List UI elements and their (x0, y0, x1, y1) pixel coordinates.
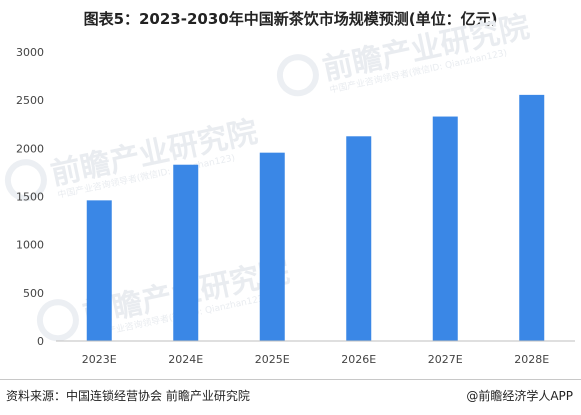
y-tick-label: 2000 (16, 142, 44, 155)
bar-2025E (259, 152, 285, 341)
x-tick-label: 2025E (255, 353, 290, 366)
y-tick-label: 1000 (16, 239, 44, 252)
bars-layer (86, 94, 545, 341)
x-tick-label: 2026E (341, 353, 376, 366)
y-tick-label: 2500 (16, 94, 44, 107)
x-tick-label: 2023E (82, 353, 117, 366)
x-tick-label: 2024E (168, 353, 203, 366)
credit-note: @前瞻经济学人APP (466, 389, 573, 403)
bar-2028E (519, 94, 545, 341)
x-tick-label: 2027E (428, 353, 463, 366)
y-axis-ticks: 0 500 1000 1500 2000 2500 3000 (16, 46, 44, 348)
y-tick-label: 1500 (16, 191, 44, 204)
x-tick-label: 2028E (514, 353, 549, 366)
bar-2023E (86, 200, 112, 341)
bar-2027E (432, 116, 458, 341)
watermark-logo-icon (36, 299, 79, 342)
watermark-text: 前瞻产业研究院 (320, 10, 533, 88)
watermark-logo-icon (276, 54, 319, 97)
chart-title: 图表5：2023-2030年中国新茶饮市场规模预测(单位：亿元) (83, 10, 498, 28)
bar-2026E (346, 136, 372, 341)
y-tick-label: 0 (37, 335, 44, 348)
bar-2024E (173, 164, 199, 341)
watermark-text: 前瞻产业研究院 (48, 115, 261, 193)
x-axis-ticks: 2023E 2024E 2025E 2026E 2027E 2028E (82, 353, 549, 366)
watermark-logo-icon (4, 159, 47, 202)
footer-divider (0, 379, 581, 380)
y-tick-label: 500 (23, 287, 44, 300)
source-note: 资料来源：中国连锁经营协会 前瞻产业研究院 (6, 389, 250, 403)
y-tick-label: 3000 (16, 46, 44, 59)
